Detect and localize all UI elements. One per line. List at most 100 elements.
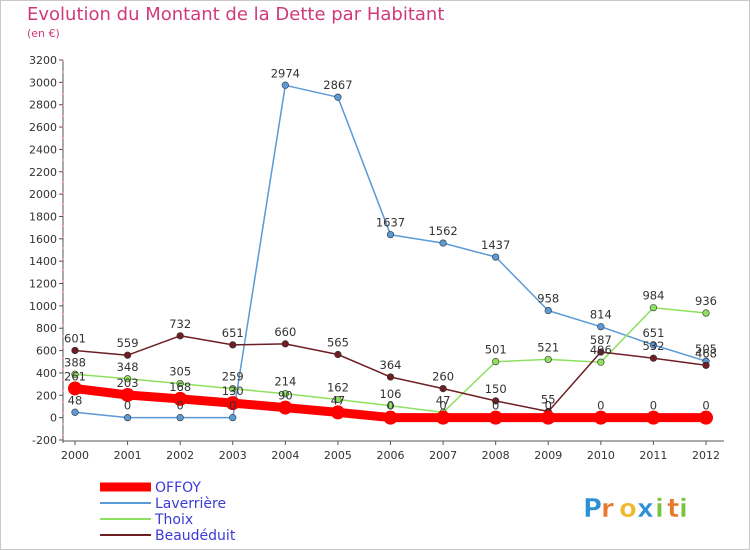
data-label: 0 bbox=[702, 399, 709, 413]
data-point bbox=[229, 341, 237, 349]
x-tick-label: 2000 bbox=[61, 449, 89, 462]
legend-label: Thoix bbox=[154, 512, 193, 528]
proxiti-logo: Pr o x i t i bbox=[583, 494, 689, 525]
data-point bbox=[597, 348, 605, 356]
logo-letter: P bbox=[583, 494, 602, 524]
y-tick-label: 3000 bbox=[29, 76, 57, 89]
data-label: 55 bbox=[541, 393, 556, 407]
data-label: 505 bbox=[695, 342, 717, 356]
x-tick-label: 2005 bbox=[324, 449, 352, 462]
data-point bbox=[544, 306, 552, 315]
data-label: 0 bbox=[650, 399, 657, 413]
data-label: 468 bbox=[695, 346, 717, 360]
data-label: 259 bbox=[222, 370, 244, 384]
y-tick-label: -200 bbox=[32, 434, 57, 447]
data-point bbox=[439, 384, 447, 393]
data-label: 814 bbox=[590, 308, 612, 322]
y-tick-label: 600 bbox=[36, 345, 57, 358]
data-label: 0 bbox=[597, 399, 604, 413]
data-point bbox=[176, 332, 184, 340]
data-point bbox=[334, 350, 342, 359]
data-label: 521 bbox=[537, 340, 559, 354]
data-label: 651 bbox=[222, 326, 244, 340]
legend-label: Laverrière bbox=[155, 496, 226, 512]
data-label: 601 bbox=[64, 331, 86, 345]
data-label: 0 bbox=[229, 399, 236, 413]
data-point bbox=[436, 410, 451, 425]
data-point bbox=[120, 387, 135, 402]
data-label: 260 bbox=[432, 370, 454, 384]
data-label: 305 bbox=[169, 365, 191, 379]
x-tick-label: 2003 bbox=[219, 449, 247, 462]
y-tick-label: 3200 bbox=[29, 54, 57, 67]
x-tick-label: 2008 bbox=[482, 449, 510, 462]
data-point bbox=[386, 373, 395, 381]
data-point bbox=[439, 239, 447, 247]
logo-letter: x bbox=[637, 494, 654, 524]
data-label: 565 bbox=[327, 336, 349, 350]
data-label: 732 bbox=[169, 317, 191, 331]
data-label: 984 bbox=[642, 289, 664, 303]
data-point bbox=[334, 395, 342, 404]
y-tick-label: 1600 bbox=[29, 233, 57, 246]
data-point bbox=[176, 379, 184, 388]
data-label: 106 bbox=[380, 387, 402, 401]
data-label: 47 bbox=[436, 393, 451, 407]
data-label: 214 bbox=[274, 375, 296, 389]
x-tick-label: 2009 bbox=[534, 449, 562, 462]
data-point bbox=[593, 410, 608, 425]
data-point bbox=[649, 354, 658, 362]
data-point bbox=[649, 341, 658, 349]
x-tick-label: 2007 bbox=[429, 449, 457, 462]
data-point bbox=[386, 231, 395, 239]
data-label: 0 bbox=[492, 399, 499, 413]
data-label: 0 bbox=[439, 399, 446, 413]
y-tick-label: 1200 bbox=[29, 278, 57, 291]
x-tick-label: 2006 bbox=[377, 449, 405, 462]
data-label: 0 bbox=[387, 399, 394, 413]
data-point bbox=[71, 408, 79, 416]
data-point bbox=[597, 358, 605, 366]
data-point bbox=[541, 410, 556, 425]
legend-label: OFFOY bbox=[155, 480, 201, 496]
data-label: 936 bbox=[695, 294, 717, 308]
data-point bbox=[225, 396, 240, 411]
data-label: 168 bbox=[169, 380, 191, 394]
data-label: 364 bbox=[380, 358, 402, 372]
data-point bbox=[488, 410, 503, 425]
data-label: 587 bbox=[590, 333, 612, 347]
data-label: 388 bbox=[64, 355, 86, 369]
y-tick-label: 2600 bbox=[29, 121, 57, 134]
data-point bbox=[649, 304, 658, 312]
data-point bbox=[330, 405, 345, 420]
y-tick-label: 2200 bbox=[29, 166, 57, 179]
data-point bbox=[492, 397, 500, 405]
data-point bbox=[699, 410, 713, 425]
y-tick-label: 800 bbox=[36, 322, 57, 335]
data-point bbox=[386, 402, 395, 410]
y-tick-label: 1400 bbox=[29, 255, 57, 268]
data-point bbox=[176, 414, 184, 422]
data-label: 651 bbox=[642, 326, 664, 340]
data-label: 501 bbox=[485, 343, 507, 357]
x-tick-label: 2002 bbox=[166, 449, 194, 462]
data-point bbox=[492, 253, 500, 261]
x-tick-label: 2001 bbox=[114, 449, 142, 462]
data-label: 1637 bbox=[376, 216, 405, 230]
data-point bbox=[492, 358, 500, 366]
y-tick-label: 1800 bbox=[29, 210, 57, 223]
data-labels: 261 203 168 130 90 47 0 0 0 0 0 0 048 0 0 0297428671637… bbox=[64, 66, 717, 412]
data-point bbox=[702, 361, 710, 369]
data-label: 559 bbox=[117, 336, 139, 350]
data-point bbox=[544, 355, 552, 364]
data-label: 1562 bbox=[428, 224, 457, 238]
chart-subtitle: (en €) bbox=[27, 27, 60, 40]
axes: -200020040060080010001200140016001800200… bbox=[29, 54, 724, 462]
data-label: 532 bbox=[642, 339, 664, 353]
data-point bbox=[281, 81, 289, 89]
data-point bbox=[123, 414, 132, 422]
x-tick-label: 2010 bbox=[587, 449, 615, 462]
data-point bbox=[646, 410, 661, 425]
